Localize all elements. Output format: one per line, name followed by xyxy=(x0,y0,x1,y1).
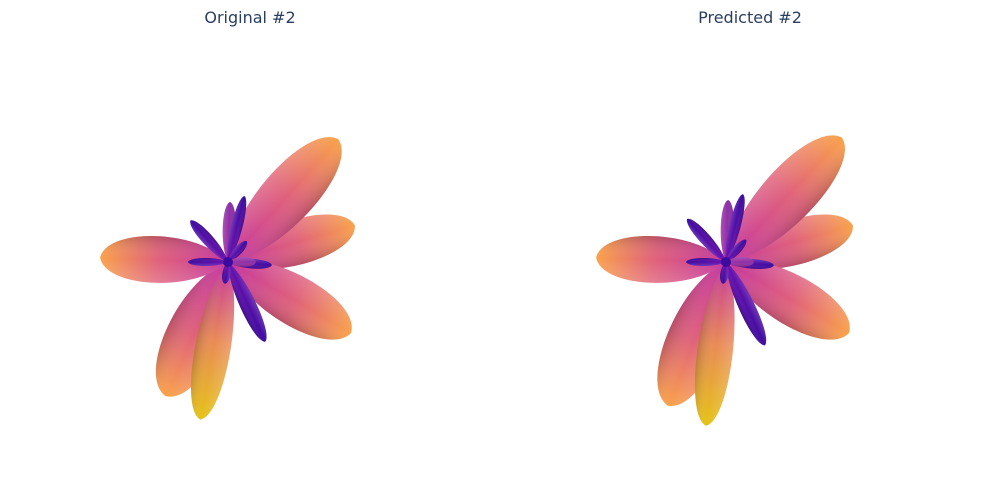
petal-lobe xyxy=(726,135,845,262)
petal-lobe xyxy=(726,257,754,267)
petal-lobe xyxy=(686,257,726,267)
petal-lobe xyxy=(725,262,767,346)
petal-lobe xyxy=(188,257,228,267)
flower-center xyxy=(223,257,233,267)
petal-lobe xyxy=(190,262,235,420)
petal-lobe xyxy=(227,262,267,342)
petal-lobe xyxy=(687,218,726,262)
panel-original: Original #2 xyxy=(0,0,500,500)
petal-lobe xyxy=(228,257,256,267)
petal-lobe xyxy=(596,235,726,283)
petal-lobe xyxy=(228,214,355,270)
petal-lobe xyxy=(694,262,735,426)
petal-lobe xyxy=(190,220,228,262)
petal-lobe xyxy=(222,262,231,284)
petal-lobe xyxy=(228,241,248,262)
petal-lobe xyxy=(726,239,747,262)
flower-plot-predicted[interactable] xyxy=(500,0,1000,500)
petal-lobe xyxy=(726,260,850,340)
petal-lobe xyxy=(726,214,853,270)
petal-lobe xyxy=(100,236,228,283)
panel-title: Predicted #2 xyxy=(698,8,802,27)
petal-lobe xyxy=(725,194,745,262)
petal-lobe xyxy=(228,137,342,262)
panel-predicted: Predicted #2 xyxy=(500,0,1000,500)
flower-plot-original[interactable] xyxy=(0,0,500,500)
petal-lobe xyxy=(720,262,729,284)
flower-center xyxy=(721,257,731,267)
petal-lobe xyxy=(227,196,247,262)
panel-title: Original #2 xyxy=(204,8,296,27)
petal-lobe xyxy=(228,260,352,340)
